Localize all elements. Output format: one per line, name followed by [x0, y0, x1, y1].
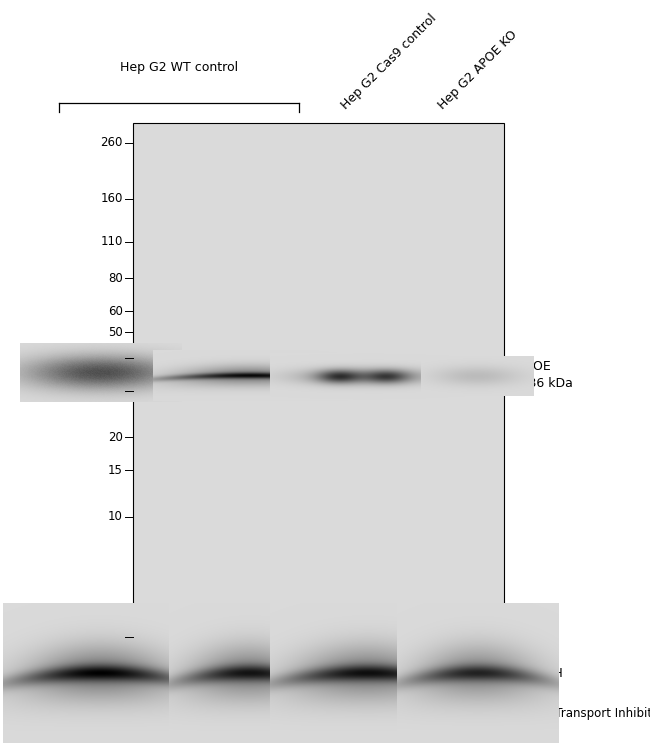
Text: 3.5: 3.5 [105, 630, 123, 644]
Text: +: + [361, 707, 373, 720]
Text: 30: 30 [108, 384, 123, 397]
Text: 80: 80 [108, 272, 123, 285]
Bar [133, 653, 504, 693]
Text: GAPDH: GAPDH [518, 667, 563, 680]
Text: 20: 20 [108, 431, 123, 443]
Text: 10: 10 [108, 510, 123, 523]
Text: 60: 60 [108, 304, 123, 318]
Text: Hep G2 WT control: Hep G2 WT control [120, 62, 238, 74]
Text: 110: 110 [101, 235, 123, 248]
Text: +: + [472, 707, 484, 720]
Text: APOE
~36 kDa: APOE ~36 kDa [518, 359, 573, 390]
Text: Hep G2 Cas9 control: Hep G2 Cas9 control [339, 11, 439, 112]
Text: 260: 260 [101, 136, 123, 150]
Text: 40: 40 [108, 351, 123, 364]
Text: -: - [98, 707, 103, 720]
Text: 15: 15 [108, 464, 123, 477]
Text: +: + [244, 707, 256, 720]
Text: 50: 50 [108, 326, 123, 339]
Text: Hep G2 APOE KO: Hep G2 APOE KO [436, 28, 520, 112]
Text: 160: 160 [101, 192, 123, 205]
Text: Protein Transport Inhibitor, 1X for 4hr: Protein Transport Inhibitor, 1X for 4hr [510, 707, 650, 720]
Bar [133, 123, 504, 647]
